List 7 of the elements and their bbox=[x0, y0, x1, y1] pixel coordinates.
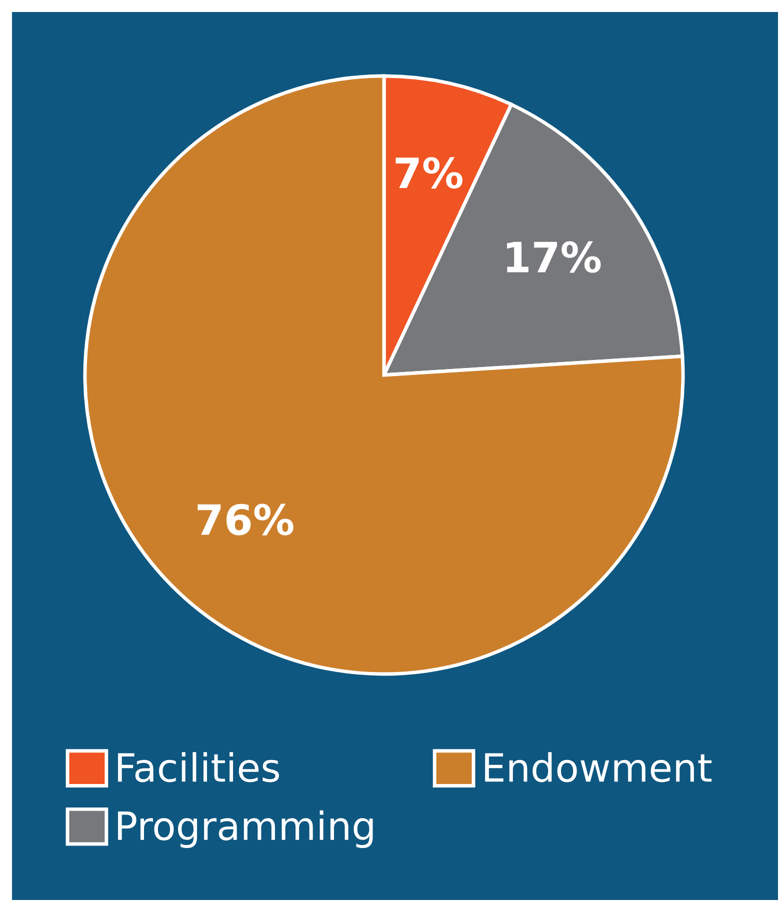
legend-label: Programming bbox=[118, 810, 373, 848]
data-label: 7% bbox=[396, 157, 462, 189]
legend-label: Facilities bbox=[118, 752, 279, 782]
legend-label: Endowment bbox=[485, 752, 712, 782]
pie-slice bbox=[83, 74, 685, 676]
data-label: 76% bbox=[198, 504, 294, 536]
data-label: 17% bbox=[507, 241, 601, 273]
